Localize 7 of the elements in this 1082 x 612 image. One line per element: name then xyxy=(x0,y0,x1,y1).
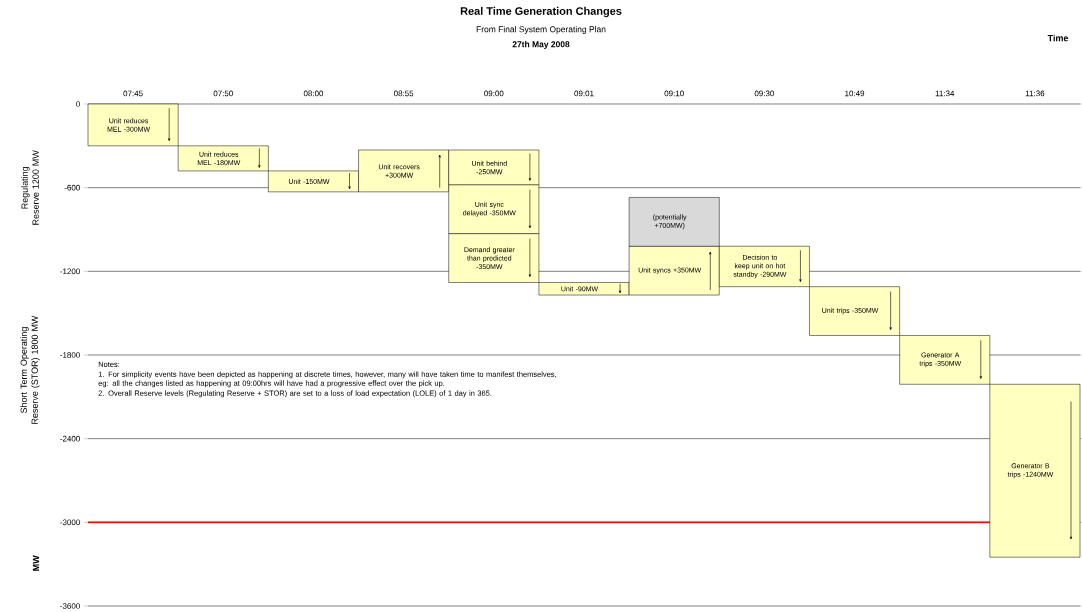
text: Time xyxy=(1047,34,1069,42)
chart-subtitle: From Final System Operating Plan xyxy=(476,26,606,34)
text: Regulating Reserve 1200 MW xyxy=(21,150,39,225)
chart-title: Real Time Generation Changes xyxy=(460,6,622,18)
text: Short Term Operating Reserve (STOR) 1800 MW xyxy=(20,315,40,424)
text: 27th May 2008 xyxy=(512,41,570,49)
y-axis-title: MW xyxy=(32,555,40,571)
